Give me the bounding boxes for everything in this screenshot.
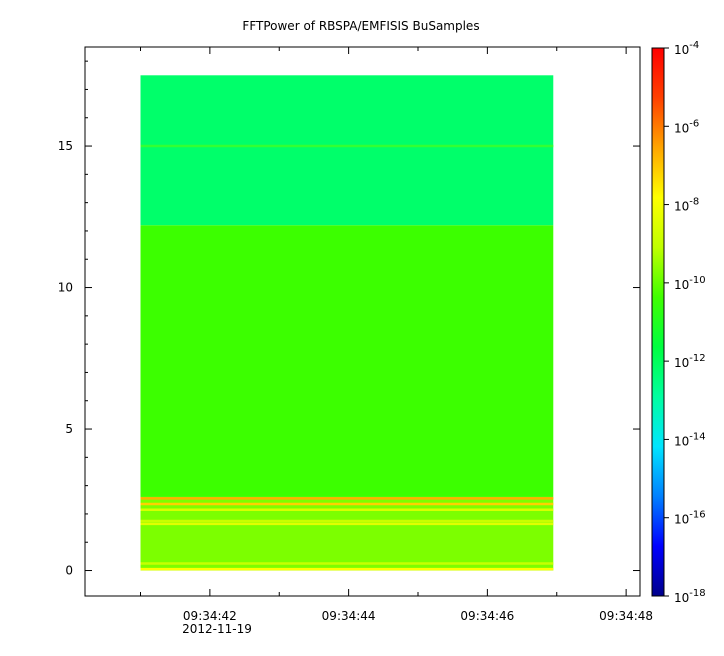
x-tick-label-1: 09:34:44 (322, 609, 376, 623)
colorbar-tick-label-5: 10-14 (674, 431, 706, 448)
spectrogram-band-2 (140, 496, 554, 571)
colorbar-tick-label-7: 10-18 (674, 588, 706, 605)
y-axis: 0 5 10 15 (58, 60, 640, 578)
x-axis: 09:34:42 09:34:44 09:34:46 09:34:48 (140, 47, 653, 623)
chart-title: FFTPower of RBSPA/EMFISIS BuSamples (242, 19, 479, 33)
y-tick-label-3: 15 (58, 139, 73, 153)
x-tick-label-0: 09:34:42 (183, 609, 237, 623)
colorbar-tick-label-1: 10-6 (674, 118, 699, 135)
colorbar-tick-label-4: 10-12 (674, 353, 706, 370)
spectrogram-band-0 (140, 75, 554, 226)
colorbar (651, 47, 665, 597)
y-tick-label-2: 10 (58, 281, 73, 295)
x-tick-label-3: 09:34:48 (599, 609, 653, 623)
y-tick-label-0: 0 (65, 564, 73, 578)
x-axis-date-label: 2012-11-19 (182, 622, 252, 636)
y-tick-label-1: 5 (65, 422, 73, 436)
colorbar-tick-label-2: 10-8 (674, 197, 699, 214)
spectrogram-data (140, 75, 554, 571)
colorbar-tick-label-0: 10-4 (674, 40, 699, 57)
x-tick-label-2: 09:34:46 (460, 609, 514, 623)
spectrogram-band-1 (140, 225, 554, 497)
colorbar-axis: 10-4 10-6 10-8 10-10 10-12 10-14 10-16 10-18 (664, 40, 706, 605)
colorbar-tick-label-3: 10-10 (674, 275, 706, 292)
colorbar-tick-label-6: 10-16 (674, 510, 706, 527)
